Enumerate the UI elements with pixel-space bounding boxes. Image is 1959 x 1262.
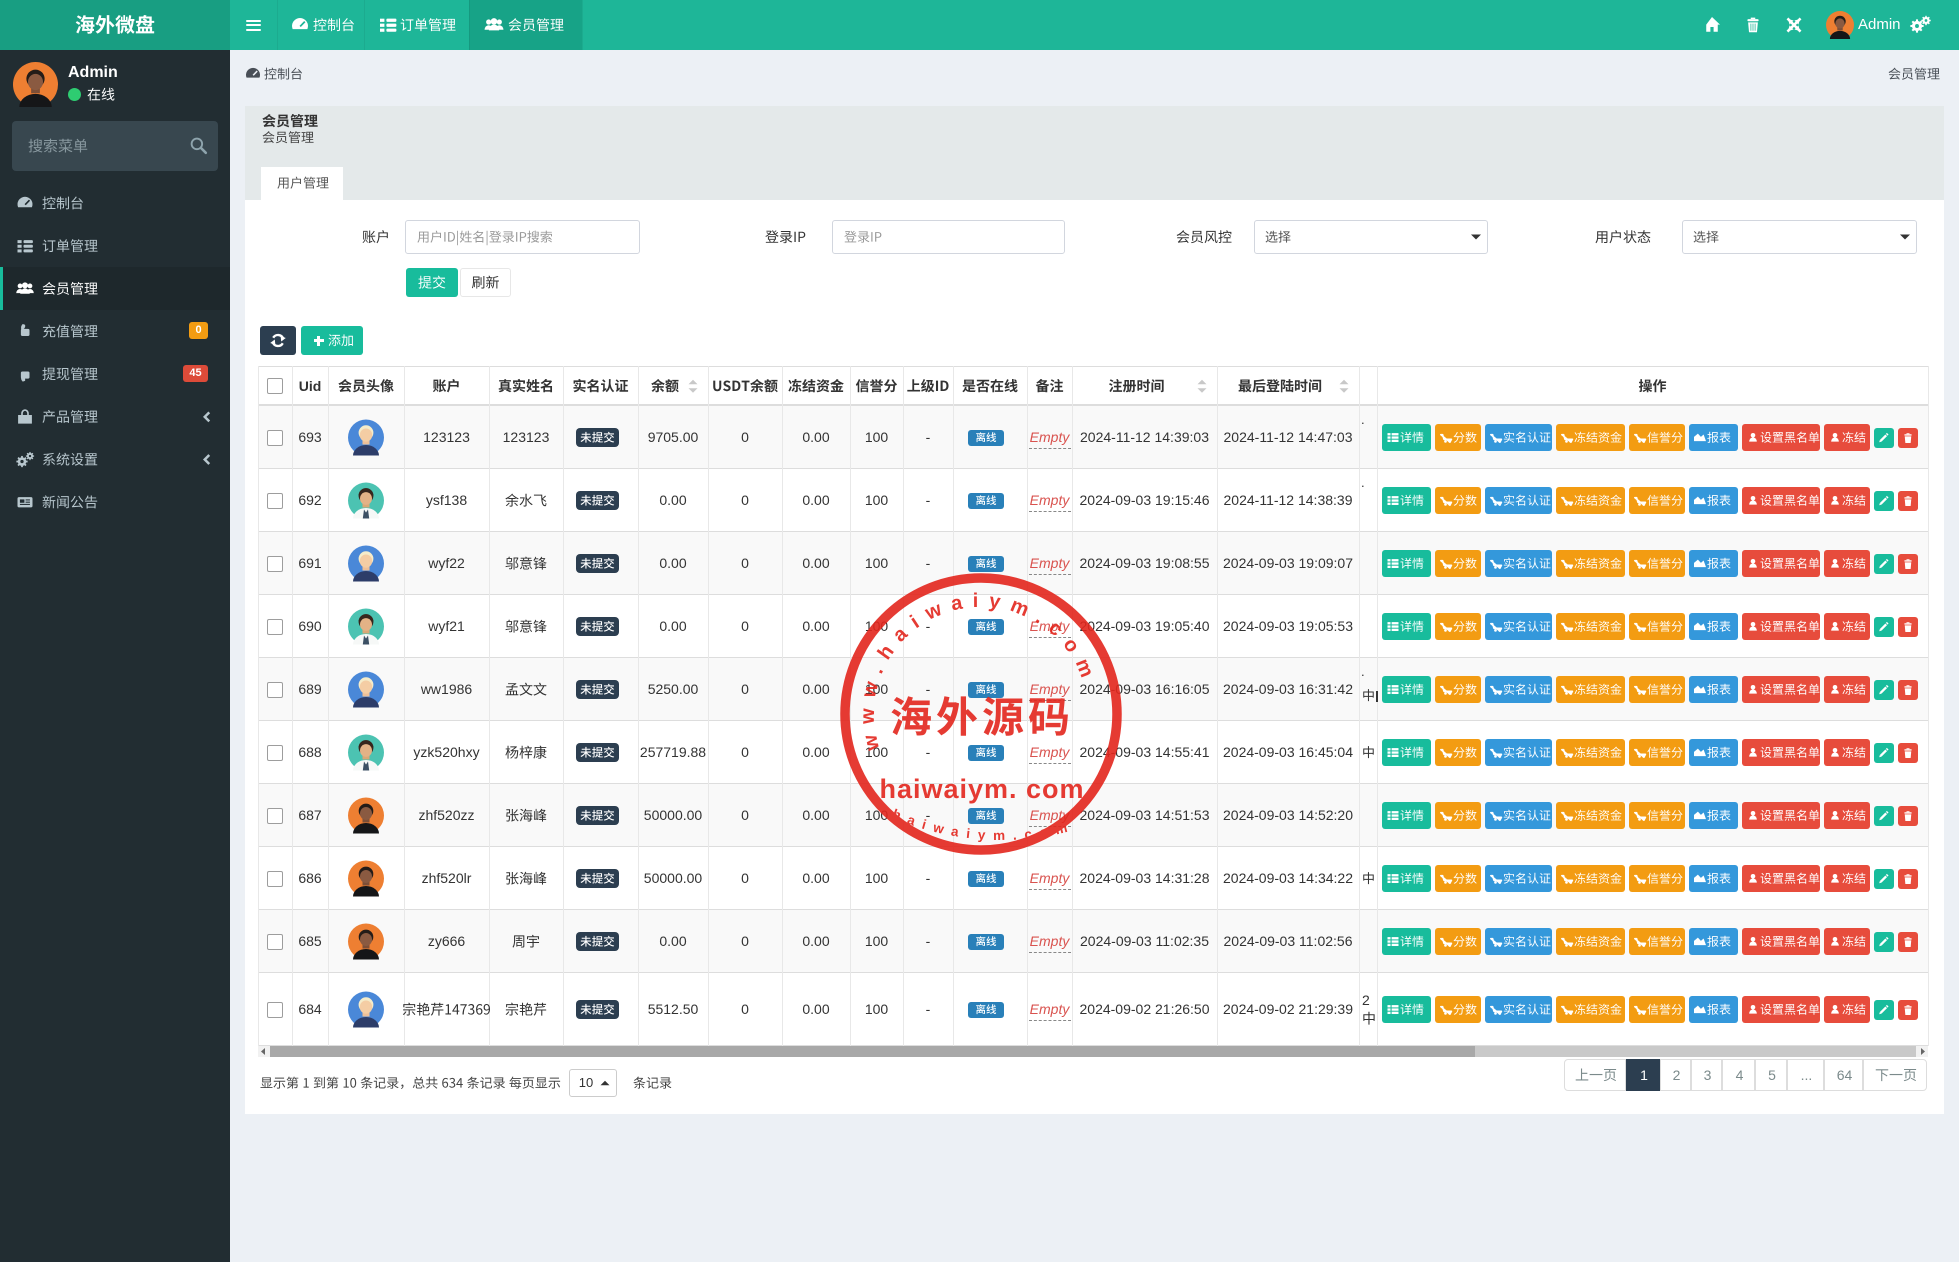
svg-text:haiwaiym. com: haiwaiym. com xyxy=(879,774,1084,804)
